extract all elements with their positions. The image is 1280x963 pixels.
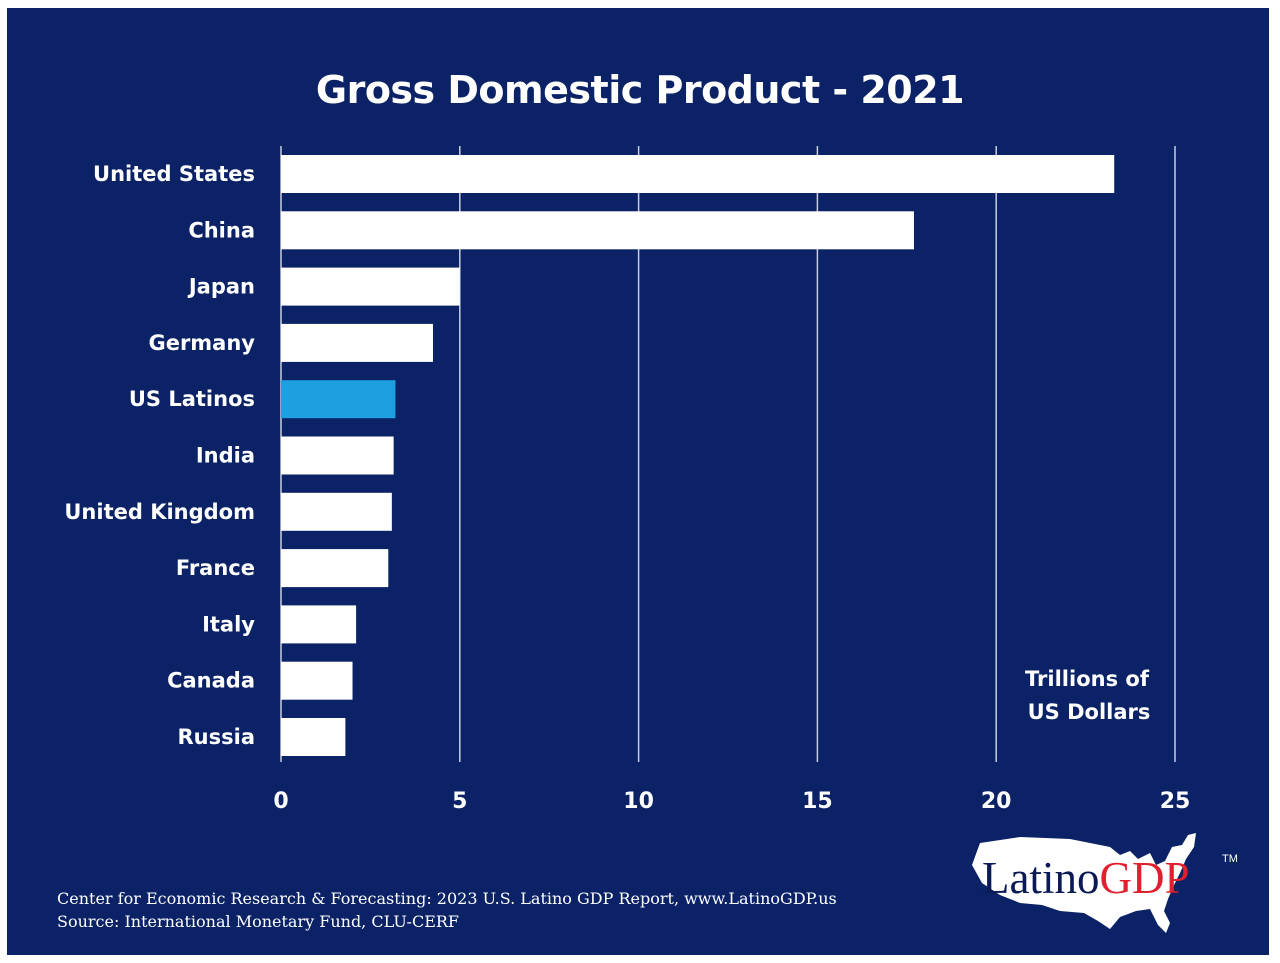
category-label: Italy — [202, 612, 255, 636]
category-label: United States — [93, 162, 255, 186]
chart-title: Gross Domestic Product - 2021 — [315, 68, 965, 112]
category-labels: United States China Japan Germany US Latinos… — [64, 162, 255, 749]
category-label: India — [196, 444, 255, 468]
category-label: Russia — [178, 725, 256, 749]
bar-japan — [281, 267, 460, 306]
category-label: China — [188, 218, 255, 242]
bars — [281, 155, 1115, 756]
x-tick-label: 25 — [1160, 789, 1191, 814]
footer-line-2: Source: International Monetary Fund, CLU… — [57, 912, 460, 931]
x-tick-label: 10 — [623, 789, 654, 814]
latinogdp-logo: LatinoGDP — [982, 853, 1190, 903]
x-tick-label: 5 — [452, 789, 467, 814]
x-tick-labels: 0 5 10 15 20 25 — [273, 789, 1190, 814]
x-tick-label: 20 — [981, 789, 1012, 814]
category-label: France — [176, 556, 255, 580]
category-label: United Kingdom — [64, 500, 255, 524]
bar-china — [281, 211, 914, 250]
category-label: Germany — [148, 331, 255, 355]
trademark-symbol: TM — [1222, 853, 1238, 865]
bar-italy — [281, 605, 357, 644]
bar-france — [281, 549, 389, 588]
unit-label-line-1: Trillions of — [1025, 667, 1150, 691]
unit-label-line-2: US Dollars — [1028, 700, 1151, 724]
bar-united-kingdom — [281, 492, 392, 531]
bar-canada — [281, 661, 353, 700]
bar-germany — [281, 323, 433, 362]
category-label: US Latinos — [129, 387, 255, 411]
footer-source: Center for Economic Research & Forecasti… — [57, 887, 837, 933]
bar-us-latinos — [281, 380, 396, 419]
bar-india — [281, 436, 394, 475]
x-tick-label: 0 — [273, 789, 288, 814]
footer-line-1: Center for Economic Research & Forecasti… — [57, 889, 837, 908]
category-label: Canada — [167, 669, 255, 693]
category-label: Japan — [187, 275, 255, 299]
bar-united-states — [281, 155, 1115, 193]
x-tick-label: 15 — [802, 789, 833, 814]
us-map-icon — [972, 833, 1196, 933]
bar-russia — [281, 718, 346, 756]
